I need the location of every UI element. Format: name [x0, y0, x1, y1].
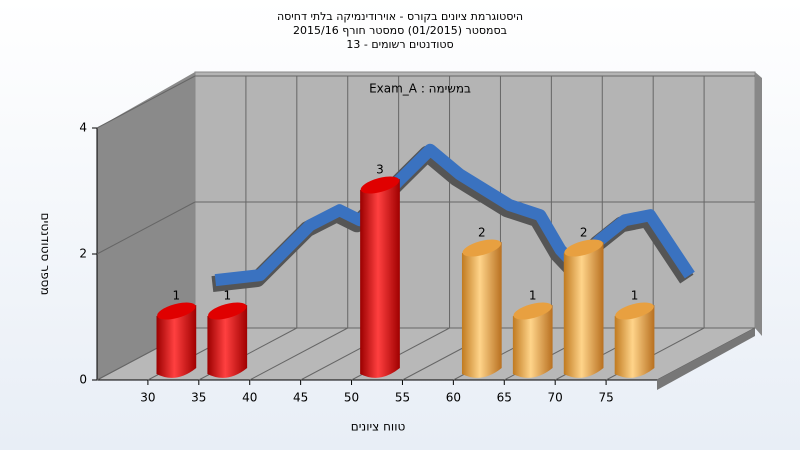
data-label: 2	[580, 226, 588, 240]
bar-body	[563, 242, 604, 378]
line	[214, 143, 695, 287]
bar-body	[512, 305, 553, 378]
bar-body	[207, 305, 248, 378]
bar-body	[360, 179, 400, 378]
annotation: במשימה : Exam_A	[369, 82, 471, 96]
x-tick-label: 75	[598, 391, 613, 405]
chart-subtitle: בסמסטר (01/2015) סמסטר חורף 2015/16	[293, 24, 507, 37]
y-tick-label: 2	[79, 247, 87, 261]
grid-line	[96, 201, 196, 255]
data-label: 3	[376, 163, 384, 177]
bar-body	[156, 305, 197, 378]
bar	[156, 302, 197, 378]
data-label: 2	[478, 226, 486, 240]
bar-body	[461, 242, 502, 378]
x-tick-label: 30	[140, 391, 155, 405]
bar-top	[462, 239, 502, 257]
x-tick-label: 35	[191, 391, 206, 405]
y-tick-label: 0	[79, 373, 87, 387]
data-label: 1	[223, 289, 231, 303]
grid-line	[249, 327, 348, 381]
bar	[614, 302, 655, 378]
bar	[461, 239, 502, 378]
y-axis-label: מספר סטודנטים	[39, 213, 53, 296]
bar	[512, 302, 553, 378]
bar-top	[157, 302, 196, 320]
x-tick-label: 70	[548, 391, 563, 405]
chart-title: היסטוגרמת ציונים בקורס - אוירודינמיקה בל…	[276, 10, 524, 23]
x-tick-label: 40	[242, 391, 257, 405]
data-label: 1	[631, 289, 639, 303]
bar	[207, 302, 248, 378]
bar-top	[360, 176, 400, 194]
floor-edge	[657, 328, 755, 390]
x-tick-label: 60	[446, 391, 461, 405]
bar-top	[615, 302, 654, 320]
bar-top	[513, 302, 552, 320]
bar-top	[208, 302, 247, 320]
wall-edge	[755, 72, 762, 336]
bar	[563, 239, 604, 378]
x-axis-label: טווח ציונים	[351, 420, 406, 434]
x-tick-label: 55	[395, 391, 410, 405]
x-tick-label: 45	[293, 391, 308, 405]
bar-body	[614, 305, 655, 378]
data-label: 1	[173, 289, 181, 303]
y-tick-label: 4	[79, 121, 87, 135]
bar-top	[564, 239, 603, 257]
data-label: 1	[529, 289, 537, 303]
left-wall	[97, 72, 195, 380]
x-tick-label: 50	[344, 391, 359, 405]
bar	[360, 176, 400, 378]
grid-line	[96, 75, 196, 129]
x-tick-label: 65	[497, 391, 512, 405]
chart-subtitle: סטודנטים רשומים - 13	[346, 38, 454, 51]
